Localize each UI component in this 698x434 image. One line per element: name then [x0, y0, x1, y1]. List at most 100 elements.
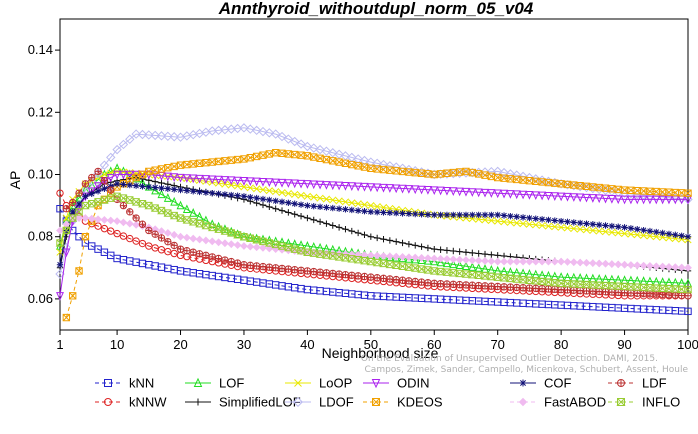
series-point-loop [107, 169, 115, 177]
series-point-loop [563, 224, 572, 232]
series-point-kdeos [75, 267, 83, 275]
series-point-ldf [297, 267, 305, 274]
series-point-odin [569, 193, 578, 202]
series-point-inflo [55, 239, 65, 247]
series-point-odin [265, 178, 274, 187]
series-point-loop [329, 196, 337, 204]
watermark-line-2: On the Evaluation of Unsupervised Outlie… [361, 354, 658, 364]
series-point-cof [545, 216, 552, 224]
series-point-loop [614, 229, 622, 237]
series-point-odin [373, 183, 382, 193]
legend-item-fastabod: FastABOD [510, 395, 606, 410]
legend-item-loop: LoOP [285, 376, 352, 391]
series-point-fastabod [176, 232, 185, 241]
series-point-ldof [334, 149, 344, 159]
series-point-simplifiedlof [405, 240, 413, 248]
series-point-loop [595, 227, 603, 235]
series-point-odin [576, 193, 585, 203]
series-point-cof [266, 196, 273, 204]
series-point-ldf [209, 253, 216, 261]
legend-item-simplifiedlof: SimplifiedLOF [185, 395, 301, 410]
series-point-ldf [367, 273, 375, 281]
series-point-ldof [169, 132, 179, 142]
series-point-ldof [137, 129, 148, 140]
series-point-inflo [157, 206, 166, 215]
series-point-loop [373, 202, 381, 211]
series-point-loop [234, 182, 242, 190]
watermark-line-1: Campos, Zimek, Sander, Campello, Micenko… [365, 365, 689, 375]
series-point-ldof [499, 167, 509, 178]
series-point-ldof [328, 148, 338, 158]
series-point-loop [322, 195, 330, 203]
series-point-ldof [372, 158, 382, 169]
legend-label-ldof: LDOF [319, 395, 354, 410]
series-point-ldf [215, 255, 222, 262]
series-point-cof [373, 208, 381, 216]
series-point-loop [646, 232, 654, 240]
series-point-fastabod [665, 262, 673, 271]
series-point-knnw [119, 232, 128, 240]
series-point-ldf [228, 258, 235, 265]
series-point-odin [658, 195, 667, 205]
series-point-ldf [101, 177, 108, 184]
series-point-ldf [82, 180, 89, 188]
series-point-cof [672, 231, 679, 239]
series-point-cof [437, 211, 444, 219]
series-point-ldf [621, 289, 628, 296]
series-point-simplifiedlof [481, 250, 489, 258]
series-point-cof [424, 211, 432, 218]
legend-marker-cof [519, 379, 527, 387]
series-point-cof [564, 218, 571, 225]
series-point-ldf [538, 285, 546, 292]
series-point-ldf [164, 238, 172, 245]
series-point-ldf [646, 290, 654, 298]
series-point-cof [595, 221, 603, 229]
series-point-ldf [412, 278, 419, 285]
series-point-cof [532, 215, 539, 222]
series-inflo [55, 192, 693, 294]
series-point-kdeos [176, 161, 185, 169]
series-point-cof [450, 211, 457, 219]
series-point-loop [633, 231, 641, 239]
series-point-odin [163, 172, 172, 182]
series-point-ldf [475, 282, 482, 289]
series-point-simplifiedlof [310, 216, 317, 224]
series-point-inflo [474, 271, 484, 279]
series-point-inflo [106, 194, 116, 202]
series-point-odin [633, 195, 642, 205]
legend-label-kdeos: KDEOS [397, 395, 443, 410]
series-point-ldf [678, 292, 685, 299]
series-point-ldf [526, 284, 533, 292]
series-point-simplifiedlof [412, 242, 419, 249]
series-point-odin [259, 177, 267, 187]
series-ldf [62, 167, 692, 300]
series-point-simplifiedlof [488, 251, 495, 258]
series-point-cof [602, 222, 609, 229]
series-point-loop [487, 216, 495, 225]
series-point-cof [469, 211, 476, 219]
series-point-odin [601, 194, 610, 204]
series-point-lof [151, 185, 160, 195]
series-point-fastabod [404, 253, 413, 262]
series-point-ldof [315, 144, 325, 155]
series-point-ldf [158, 234, 165, 242]
series-point-cof [665, 230, 673, 238]
series-point-fastabod [455, 255, 464, 264]
series-point-ldf [310, 268, 317, 275]
series-point-fastabod [125, 219, 134, 228]
series-point-cof [88, 190, 95, 197]
series-point-cof [164, 185, 172, 193]
series-point-odin [379, 183, 388, 193]
series-point-odin [519, 190, 528, 200]
series-point-ldf [234, 259, 241, 267]
series-point-cof [342, 206, 349, 213]
series-point-inflo [68, 214, 78, 222]
series-point-fastabod [195, 235, 204, 244]
x-tick-label: 30 [237, 337, 251, 352]
legend-label-ldf: LDF [642, 376, 667, 391]
series-point-ldf [450, 281, 457, 288]
legend-label-fastabod: FastABOD [544, 395, 606, 410]
series-point-knnw [107, 227, 115, 235]
series-point-simplifiedlof [323, 220, 330, 227]
series-point-simplifiedlof [431, 245, 438, 253]
